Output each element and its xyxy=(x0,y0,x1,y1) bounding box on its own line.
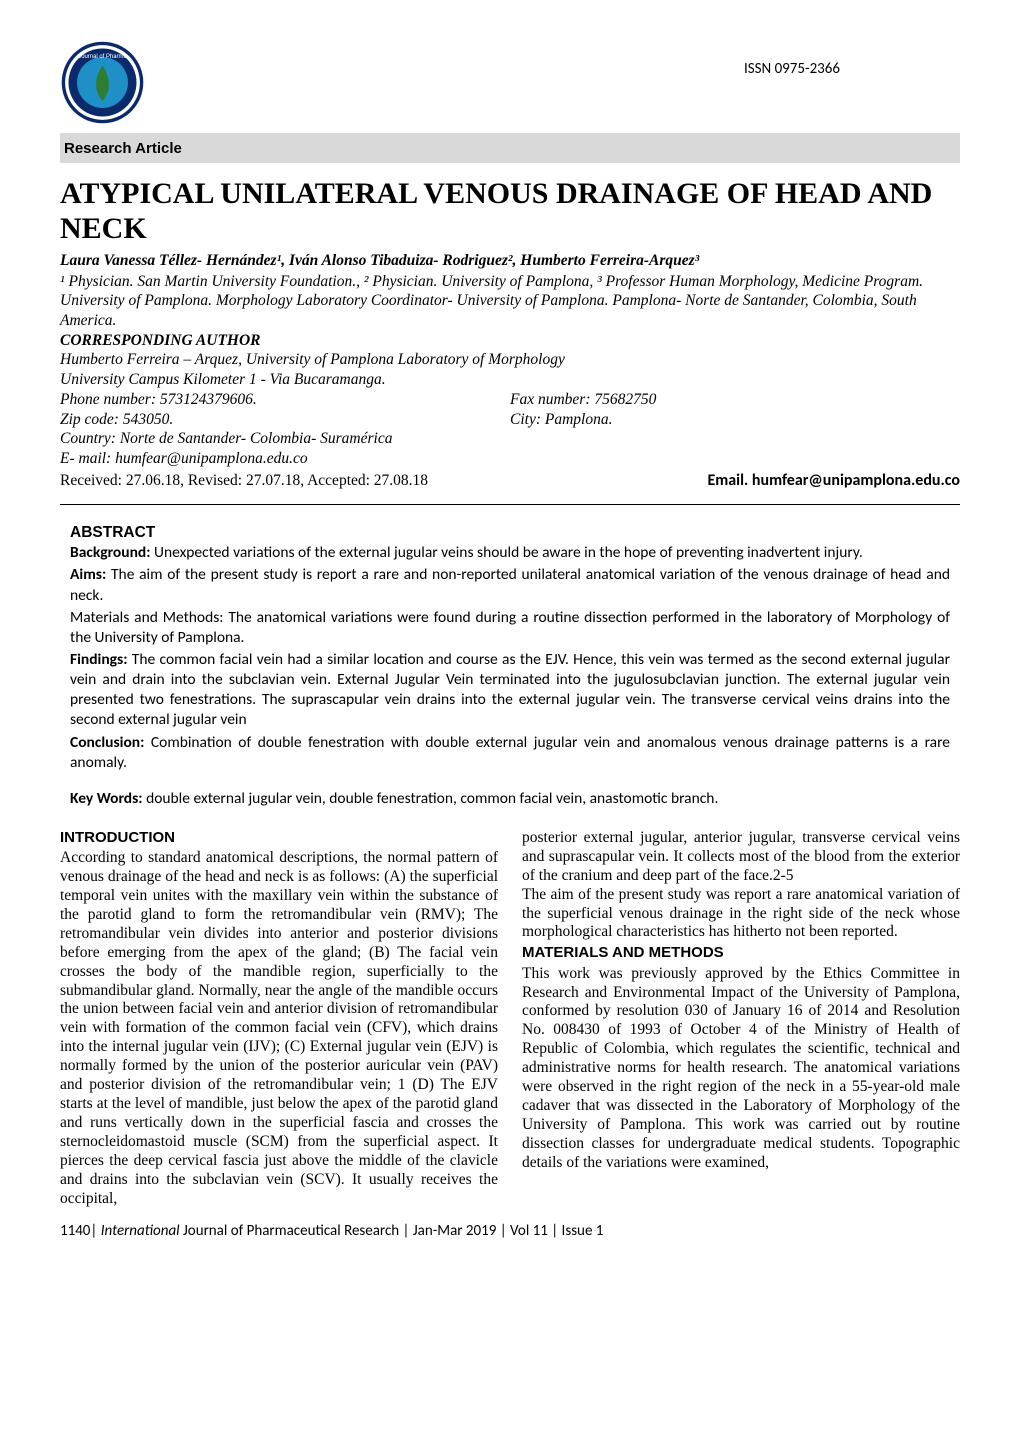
issn-text: ISSN 0975-2366 xyxy=(744,60,840,78)
conclusion-label: Conclusion: xyxy=(70,733,144,752)
keywords-label: Key Words: xyxy=(70,789,143,808)
abstract-heading: ABSTRACT xyxy=(70,523,950,543)
email-bold: Email. humfear@unipamplona.edu.co xyxy=(707,471,960,490)
dates-row: Received: 27.06.18, Revised: 27.07.18, A… xyxy=(60,471,960,490)
article-type-bar: Research Article xyxy=(60,133,960,163)
methods-text: This work was previously approved by the… xyxy=(522,965,960,1173)
dates-text: Received: 27.06.18, Revised: 27.07.18, A… xyxy=(60,472,428,490)
background-text: Unexpected variations of the external ju… xyxy=(151,543,863,562)
findings-label: Findings: xyxy=(70,650,128,669)
column-left: INTRODUCTION According to standard anato… xyxy=(60,829,498,1209)
journal-italic: International xyxy=(101,1222,180,1240)
journal-rest: Journal of Pharmaceutical Research | Jan… xyxy=(180,1222,604,1240)
corr-zip: Zip code: 543050. xyxy=(60,410,510,430)
column-right: posterior external jugular, anterior jug… xyxy=(522,829,960,1209)
journal-logo: Journal of Pharma xyxy=(60,40,145,125)
corr-fax: Fax number: 75682750 xyxy=(510,390,960,410)
abstract-block: ABSTRACT Background: Unexpected variatio… xyxy=(60,523,960,809)
introduction-heading: INTRODUCTION xyxy=(60,829,498,847)
aims-text: The aim of the present study is report a… xyxy=(70,565,950,604)
authors-line: Laura Vanessa Téllez- Hernández¹, Iván A… xyxy=(60,252,960,270)
abstract-mm: Materials and Methods: The anatomical va… xyxy=(70,608,950,648)
abstract-findings: Findings: The common facial vein had a s… xyxy=(70,650,950,731)
abstract-conclusion: Conclusion: Combination of double fenest… xyxy=(70,733,950,773)
corr-line-1: Humberto Ferreira – Arquez, University o… xyxy=(60,350,960,370)
methods-heading: MATERIALS AND METHODS xyxy=(522,944,960,962)
corr-city: City: Pamplona. xyxy=(510,410,960,430)
footer-sep: | xyxy=(90,1222,100,1240)
corresponding-block: Humberto Ferreira – Arquez, University o… xyxy=(60,350,960,469)
corr-country: Country: Norte de Santander- Colombia- S… xyxy=(60,429,960,449)
two-column-body: INTRODUCTION According to standard anato… xyxy=(60,829,960,1209)
introduction-col2a: posterior external jugular, anterior jug… xyxy=(522,829,960,886)
findings-text: The common facial vein had a similar loc… xyxy=(70,650,950,729)
corr-email: E- mail: humfear@unipamplona.edu.co xyxy=(60,449,960,469)
corr-line-2: University Campus Kilometer 1 - Via Buca… xyxy=(60,370,960,390)
introduction-col2b: The aim of the present study was report … xyxy=(522,886,960,943)
article-title: ATYPICAL UNILATERAL VENOUS DRAINAGE OF H… xyxy=(60,177,960,246)
affiliations: ¹ Physician. San Martin University Found… xyxy=(60,272,960,330)
footer: 1140| International Journal of Pharmaceu… xyxy=(60,1222,960,1240)
header-row: Journal of Pharma ISSN 0975-2366 xyxy=(60,40,960,125)
abstract-aims: Aims: The aim of the present study is re… xyxy=(70,565,950,605)
aims-label: Aims: xyxy=(70,565,106,584)
abstract-background: Background: Unexpected variations of the… xyxy=(70,543,950,563)
introduction-col1: According to standard anatomical descrip… xyxy=(60,849,498,1208)
keywords-text: double external jugular vein, double fen… xyxy=(143,789,719,808)
page-number: 1140 xyxy=(60,1222,90,1240)
corr-phone: Phone number: 573124379606. xyxy=(60,390,510,410)
article-type-badge: Research Article xyxy=(60,140,182,157)
divider xyxy=(60,504,960,505)
abstract-keywords: Key Words: double external jugular vein,… xyxy=(70,789,950,809)
corresponding-author-label: CORRESPONDING AUTHOR xyxy=(60,332,960,350)
svg-text:Journal of Pharma: Journal of Pharma xyxy=(78,54,127,60)
conclusion-text: Combination of double fenestration with … xyxy=(70,733,950,772)
background-label: Background: xyxy=(70,543,151,562)
